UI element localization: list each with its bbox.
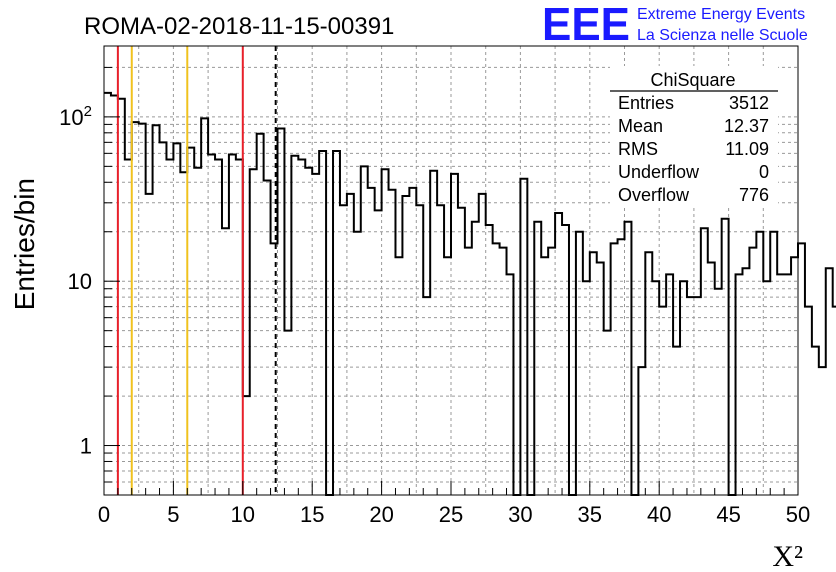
- reference-lines: [116, 46, 277, 495]
- stats-value-rms: 11.09: [725, 139, 769, 159]
- y-tick-labels: 1 10 102: [59, 103, 92, 459]
- stats-box-background: [610, 66, 778, 206]
- eee-logo: EEE Extreme Energy Events La Scienza nel…: [542, 0, 808, 50]
- x-tick-label: 15: [300, 502, 324, 527]
- x-tick-label: 50: [786, 502, 810, 527]
- x-tick-label: 45: [716, 502, 740, 527]
- logo-tagline-2: La Scienza nelle Scuole: [637, 27, 808, 44]
- x-tick-label: 10: [231, 502, 255, 527]
- histogram-series: [104, 91, 836, 496]
- eee-logo-mark: EEE: [542, 0, 630, 50]
- x-tick-label: 20: [369, 502, 393, 527]
- y-tick-label: 102: [59, 103, 92, 130]
- stats-label-rms: RMS: [618, 139, 658, 159]
- chart-title: ROMA-02-2018-11-15-00391: [84, 13, 394, 40]
- x-tick-labels: 0 5 10 15 20 25 30 35 40 45 50: [98, 502, 810, 527]
- stats-label-mean: Mean: [618, 116, 663, 136]
- x-tick-label: 5: [167, 502, 179, 527]
- stats-label-entries: Entries: [618, 93, 674, 113]
- stats-label-underflow: Underflow: [618, 162, 700, 182]
- stats-value-entries: 3512: [729, 93, 769, 113]
- x-tick-label: 40: [647, 502, 671, 527]
- stats-label-overflow: Overflow: [618, 185, 690, 205]
- stats-box: ChiSquare Entries 3512 Mean 12.37 RMS 11…: [610, 66, 778, 206]
- stats-title: ChiSquare: [650, 70, 735, 90]
- axis-ticks: [103, 66, 799, 495]
- x-axis-label: X²: [772, 540, 803, 572]
- y-tick-label: 10: [68, 269, 92, 294]
- grid-lines: [104, 46, 798, 495]
- stats-value-overflow: 776: [739, 185, 769, 205]
- stats-value-underflow: 0: [759, 162, 769, 182]
- y-axis-label: Entries/bin: [9, 178, 40, 310]
- y-tick-label: 1: [80, 434, 92, 459]
- x-tick-label: 0: [98, 502, 110, 527]
- x-tick-label: 30: [508, 502, 532, 527]
- logo-tagline-1: Extreme Energy Events: [637, 6, 805, 23]
- stats-value-mean: 12.37: [724, 116, 769, 136]
- x-tick-label: 25: [439, 502, 463, 527]
- x-tick-label: 35: [578, 502, 602, 527]
- histogram-step-line: [104, 91, 836, 496]
